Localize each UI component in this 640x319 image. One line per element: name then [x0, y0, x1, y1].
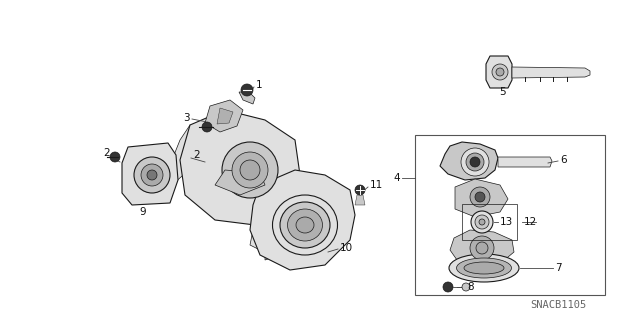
Text: 12: 12: [524, 217, 537, 227]
Text: SNACB1105: SNACB1105: [530, 300, 586, 310]
Bar: [462, 204, 517, 240]
Text: 1: 1: [256, 80, 262, 90]
Ellipse shape: [456, 258, 511, 278]
Circle shape: [462, 283, 470, 291]
Circle shape: [240, 160, 260, 180]
Text: 3: 3: [184, 113, 190, 123]
Text: 8: 8: [467, 282, 474, 292]
Circle shape: [147, 170, 157, 180]
Circle shape: [496, 68, 504, 76]
Text: 2: 2: [193, 150, 200, 160]
Ellipse shape: [464, 262, 504, 274]
Polygon shape: [450, 230, 514, 266]
Polygon shape: [239, 92, 255, 104]
Circle shape: [461, 148, 489, 176]
Circle shape: [141, 164, 163, 186]
Text: 13: 13: [500, 217, 513, 227]
Circle shape: [471, 211, 493, 233]
Text: 7: 7: [555, 263, 562, 273]
Circle shape: [110, 152, 120, 162]
Circle shape: [222, 142, 278, 198]
Circle shape: [475, 215, 489, 229]
Circle shape: [134, 157, 170, 193]
Circle shape: [492, 64, 508, 80]
Text: 4: 4: [394, 173, 400, 183]
Polygon shape: [498, 157, 552, 167]
Text: 9: 9: [140, 207, 147, 217]
Polygon shape: [250, 170, 355, 270]
Ellipse shape: [280, 202, 330, 248]
Text: 2: 2: [104, 148, 110, 158]
Polygon shape: [180, 110, 300, 225]
Text: 6: 6: [560, 155, 566, 165]
Polygon shape: [440, 142, 498, 180]
Circle shape: [202, 122, 212, 132]
Circle shape: [470, 187, 490, 207]
Circle shape: [476, 242, 488, 254]
Polygon shape: [486, 56, 512, 88]
Circle shape: [466, 153, 484, 171]
Circle shape: [470, 157, 480, 167]
Ellipse shape: [449, 254, 519, 282]
Polygon shape: [355, 195, 365, 205]
Polygon shape: [122, 143, 178, 205]
Polygon shape: [215, 170, 265, 195]
Polygon shape: [217, 108, 233, 124]
Circle shape: [475, 192, 485, 202]
Polygon shape: [250, 215, 325, 265]
Polygon shape: [512, 67, 590, 78]
Bar: [415, 135, 605, 295]
Circle shape: [355, 185, 365, 195]
Ellipse shape: [296, 217, 314, 233]
Polygon shape: [455, 179, 508, 217]
Text: 5: 5: [500, 87, 506, 97]
Polygon shape: [172, 125, 220, 185]
Ellipse shape: [273, 195, 337, 255]
Polygon shape: [205, 100, 243, 132]
Circle shape: [241, 84, 253, 96]
Polygon shape: [265, 173, 335, 260]
Ellipse shape: [287, 209, 323, 241]
Text: 10: 10: [340, 243, 353, 253]
Circle shape: [232, 152, 268, 188]
Circle shape: [470, 236, 494, 260]
Text: 11: 11: [370, 180, 383, 190]
Circle shape: [443, 282, 453, 292]
Circle shape: [479, 219, 485, 225]
